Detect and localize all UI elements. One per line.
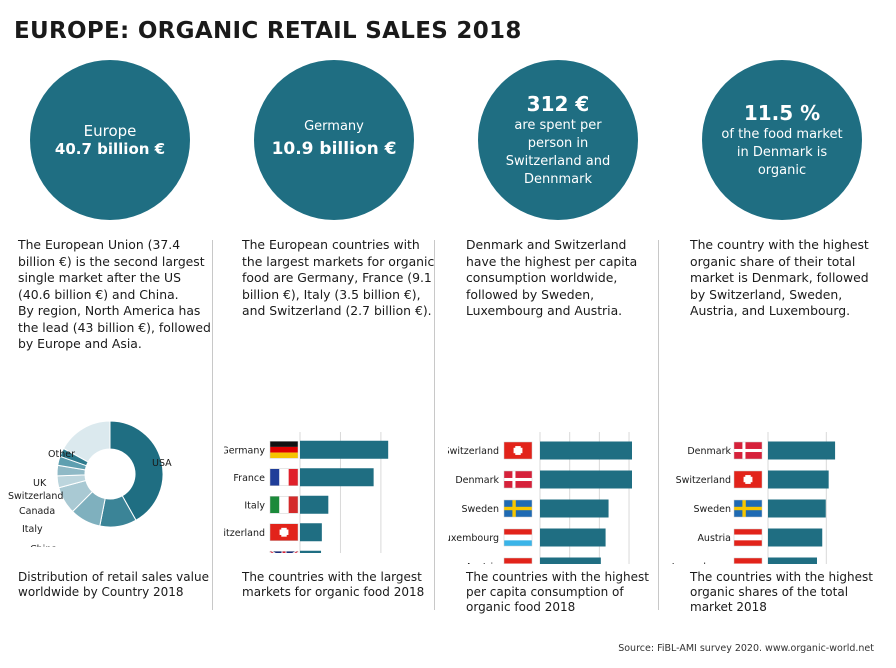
stat-circle-label: are spent per person in Switzerland and …	[505, 118, 611, 187]
flag-dk-icon	[733, 441, 763, 460]
stat-circle-value: 11.5 %	[743, 101, 821, 125]
bar-chart-market-share: Denmark Switzerland Sweden Austria Luxembour…	[672, 432, 836, 564]
donut-label-uk: UK	[33, 478, 47, 489]
donut-label-canada: Canada	[19, 506, 55, 517]
caption-germany: The countries with the largest markets f…	[242, 570, 425, 599]
description-per-capita: Denmark and Switzerland have the highest…	[466, 237, 660, 320]
description-paragraph: The European Union (37.4 billion €) is t…	[18, 237, 205, 302]
source-note: Source: FiBL-AMI survey 2020. www.organi…	[618, 643, 874, 654]
bar-luxembourg	[540, 528, 606, 547]
flag-se-icon	[733, 499, 763, 518]
flag-at-icon	[733, 528, 763, 547]
bar-luxembourg	[768, 557, 817, 564]
bar-label-sweden: Sweden	[693, 504, 731, 515]
page-title: EUROPE: ORGANIC RETAIL SALES 2018	[14, 18, 522, 44]
bar-label-switzerland: Switzerland	[676, 475, 731, 486]
bar-chart-largest-markets: GermanyFranceItalySwitzerlandUK05 00010 …	[224, 432, 389, 553]
bar-sweden	[768, 499, 826, 518]
bar-label-switzerland: Switzerland	[224, 528, 265, 539]
bar-label-germany: Germany	[224, 445, 265, 456]
description-paragraph: By region, North America has the lead (4…	[18, 303, 211, 351]
flag-uk-icon	[269, 549, 299, 553]
donut-slice-usa	[109, 420, 164, 521]
column-divider	[658, 240, 659, 610]
stat-circle-germany: Germany 10.9 billion €	[254, 60, 414, 220]
flag-lu-icon	[503, 528, 533, 547]
donut-label-italy: Italy	[22, 524, 43, 535]
flag-ch-icon	[503, 441, 533, 460]
bar-sweden	[540, 499, 609, 518]
column-divider	[212, 240, 213, 610]
donut-label-switzerland: Switzerland	[8, 491, 63, 502]
donut-label-china: China	[30, 544, 57, 547]
bar-label-denmark: Denmark	[687, 446, 731, 457]
bar-france	[300, 468, 374, 487]
description-market-share: The country with the highest organic sha…	[690, 237, 884, 320]
stat-circle-label: Europe	[83, 122, 137, 140]
bar-chart-per-capita: Switzerland Denmark Sweden Luxembourg Austri…	[448, 432, 632, 564]
bar-italy	[300, 495, 329, 514]
bar-denmark	[540, 470, 632, 489]
bar-label-denmark: Denmark	[455, 475, 499, 486]
stat-circle-value: 312 €	[526, 92, 590, 116]
bar-label-france: France	[233, 473, 265, 484]
stat-circle-market-share: 11.5 % of the food market in Denmark is …	[702, 60, 862, 220]
bar-label-sweden: Sweden	[461, 504, 499, 515]
bar-uk	[300, 550, 322, 553]
stat-circle-value: 40.7 billion €	[54, 140, 166, 158]
flag-at-icon	[503, 557, 533, 564]
donut-label-usa: USA	[152, 458, 172, 469]
flag-dk-icon	[503, 470, 533, 489]
flag-fr-icon	[269, 468, 299, 486]
bar-label-italy: Italy	[244, 500, 265, 511]
caption-europe: Distribution of retail sales value world…	[18, 570, 209, 599]
bar-label-luxembourg: Luxembourg	[672, 562, 731, 564]
stat-circle-per-capita: 312 € are spent per person in Switzerlan…	[478, 60, 638, 220]
column-europe: Europe 40.7 billion € The European Union…	[0, 60, 224, 625]
bar-denmark	[768, 441, 836, 460]
caption-per-capita: The countries with the highest per capit…	[466, 570, 649, 614]
donut-chart-world: USAGermanyFranceChinaItalyCanadaSwitzerl…	[8, 420, 172, 547]
donut-label-other: Other	[48, 449, 75, 460]
bar-austria	[540, 557, 601, 564]
column-germany: Germany 10.9 billion € The European coun…	[224, 60, 448, 625]
description-paragraph: The European countries with the largest …	[242, 237, 435, 318]
description-germany: The European countries with the largest …	[242, 237, 436, 320]
bar-label-luxembourg: Luxembourg	[448, 533, 499, 544]
bar-label-austria: Austria	[465, 562, 499, 564]
donut-slice-other	[62, 420, 111, 463]
bar-label-switzerland: Switzerland	[448, 446, 499, 457]
bar-germany	[300, 440, 389, 459]
stat-circle-label: Germany	[304, 119, 364, 134]
flag-de-icon	[269, 441, 299, 459]
bar-label-austria: Austria	[697, 533, 731, 544]
description-paragraph: Denmark and Switzerland have the highest…	[466, 237, 638, 318]
flag-ch-icon	[733, 470, 763, 489]
column-market-share: 11.5 % of the food market in Denmark is …	[672, 60, 896, 625]
bar-switzerland	[768, 470, 829, 489]
stat-circle-label: of the food market in Denmark is organic	[721, 127, 843, 178]
stat-circle-value: 10.9 billion €	[271, 139, 397, 159]
description-europe: The European Union (37.4 billion €) is t…	[18, 237, 212, 353]
bar-switzerland	[540, 441, 632, 460]
flag-lu-icon	[733, 557, 763, 564]
stat-circle-europe: Europe 40.7 billion €	[30, 60, 190, 220]
caption-market-share: The countries with the highest organic s…	[690, 570, 873, 614]
flag-ch-icon	[269, 523, 299, 541]
bar-switzerland	[300, 523, 322, 542]
bar-austria	[768, 528, 823, 547]
description-paragraph: The country with the highest organic sha…	[690, 237, 869, 318]
column-divider	[434, 240, 435, 610]
flag-se-icon	[503, 499, 533, 518]
flag-it-icon	[269, 496, 299, 514]
column-per-capita: 312 € are spent per person in Switzerlan…	[448, 60, 672, 625]
